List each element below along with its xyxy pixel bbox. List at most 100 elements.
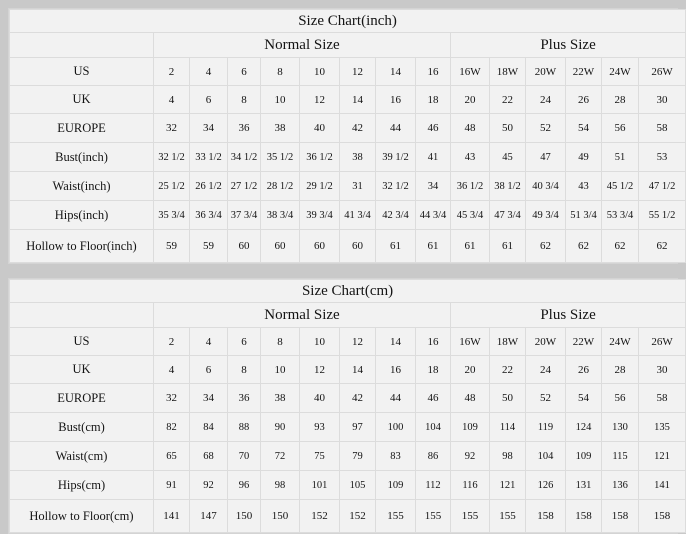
cell: 10 [299,327,340,356]
cell: 14 [339,355,376,384]
cell: 46 [415,383,451,413]
cell: 49 3/4 [525,200,566,230]
cell: 10 [299,57,340,86]
size-table-cm: Size Chart(cm) Normal Size Plus Size US … [8,279,686,533]
cell: 152 [299,499,340,533]
cell: 60 [339,229,376,263]
cell: 50 [489,383,526,413]
cell: 96 [227,470,261,500]
table-row: Hips(cm) 91 92 96 98 101 105 109 112 116… [9,470,686,500]
cell: 44 [375,113,416,143]
cell: 6 [227,327,261,356]
cell: 158 [601,499,639,533]
cell: 4 [189,327,228,356]
cell: 72 [260,441,300,471]
cell: 121 [489,470,526,500]
cell: 28 [601,355,639,384]
cell: 26W [637,57,686,86]
cell: 32 [153,383,190,413]
cell: 101 [299,470,340,500]
group-header-blank [9,32,154,58]
cell: 24W [601,57,639,86]
cell: 36 1/2 [299,142,340,172]
cell: 20 [450,85,490,114]
cell: 12 [339,57,376,86]
cell: 26 1/2 [189,171,228,201]
cell: 62 [637,229,686,263]
cell: 55 1/2 [637,200,686,230]
row-label-hips: Hips(cm) [9,470,154,500]
cell: 44 [375,383,416,413]
cell: 45 [489,142,526,172]
cell: 98 [260,470,300,500]
cell: 35 1/2 [260,142,300,172]
cell: 4 [153,355,190,384]
cell: 53 3/4 [601,200,639,230]
cell: 42 [339,383,376,413]
cell: 131 [565,470,602,500]
title-row: Size Chart(cm) [8,279,686,303]
cell: 56 [601,113,639,143]
row-label-uk: UK [9,85,154,114]
cell: 8 [260,57,300,86]
cell: 20W [525,327,566,356]
group-header-blank [9,302,154,328]
cell: 34 1/2 [227,142,261,172]
cell: 32 1/2 [375,171,416,201]
cell: 28 [601,85,639,114]
cell: 119 [525,412,566,442]
cell: 150 [227,499,261,533]
cell: 26 [565,85,602,114]
table-row: UK 4 6 8 10 12 14 16 18 20 22 24 26 28 3… [9,355,686,384]
row-label-europe: EUROPE [9,113,154,143]
cell: 40 [299,383,340,413]
row-label-waist: Waist(cm) [9,441,154,471]
cell: 6 [189,85,228,114]
cell: 47 3/4 [489,200,526,230]
cell: 116 [450,470,490,500]
cell: 39 3/4 [299,200,340,230]
cell: 34 [415,171,451,201]
table-row: EUROPE 32 34 36 38 40 42 44 46 48 50 52 … [9,383,686,413]
cell: 75 [299,441,340,471]
cell: 48 [450,113,490,143]
cell: 14 [375,57,416,86]
cell: 2 [153,57,190,86]
group-header-normal-size: Normal Size [153,32,451,58]
table-row: EUROPE 32 34 36 38 40 42 44 46 48 50 52 … [9,113,686,143]
cell: 54 [565,113,602,143]
cell: 136 [601,470,639,500]
cell: 22 [489,355,526,384]
table-row: Bust(inch) 32 1/2 33 1/2 34 1/2 35 1/2 3… [9,142,686,172]
cell: 56 [601,383,639,413]
cell: 135 [637,412,686,442]
cell: 61 [415,229,451,263]
cell: 45 3/4 [450,200,490,230]
cell: 36 [227,113,261,143]
cell: 130 [601,412,639,442]
cell: 38 [260,113,300,143]
cell: 155 [375,499,416,533]
cell: 90 [260,412,300,442]
cell: 45 1/2 [601,171,639,201]
cell: 158 [565,499,602,533]
cell: 58 [637,113,686,143]
cell: 92 [189,470,228,500]
cell: 14 [339,85,376,114]
cell: 43 [565,171,602,201]
row-label-hips: Hips(inch) [9,200,154,230]
cell: 36 [227,383,261,413]
cell: 84 [189,412,228,442]
table-row: Waist(cm) 65 68 70 72 75 79 83 86 92 98 … [9,441,686,471]
cell: 61 [450,229,490,263]
cell: 83 [375,441,416,471]
cell: 114 [489,412,526,442]
cell: 58 [637,383,686,413]
table-row: UK 4 6 8 10 12 14 16 18 20 22 24 26 28 3… [9,85,686,114]
cell: 16W [450,57,490,86]
cell: 34 [189,383,228,413]
row-label-uk: UK [9,355,154,384]
group-header-row: Normal Size Plus Size [9,32,686,58]
cell: 36 3/4 [189,200,228,230]
cell: 52 [525,383,566,413]
